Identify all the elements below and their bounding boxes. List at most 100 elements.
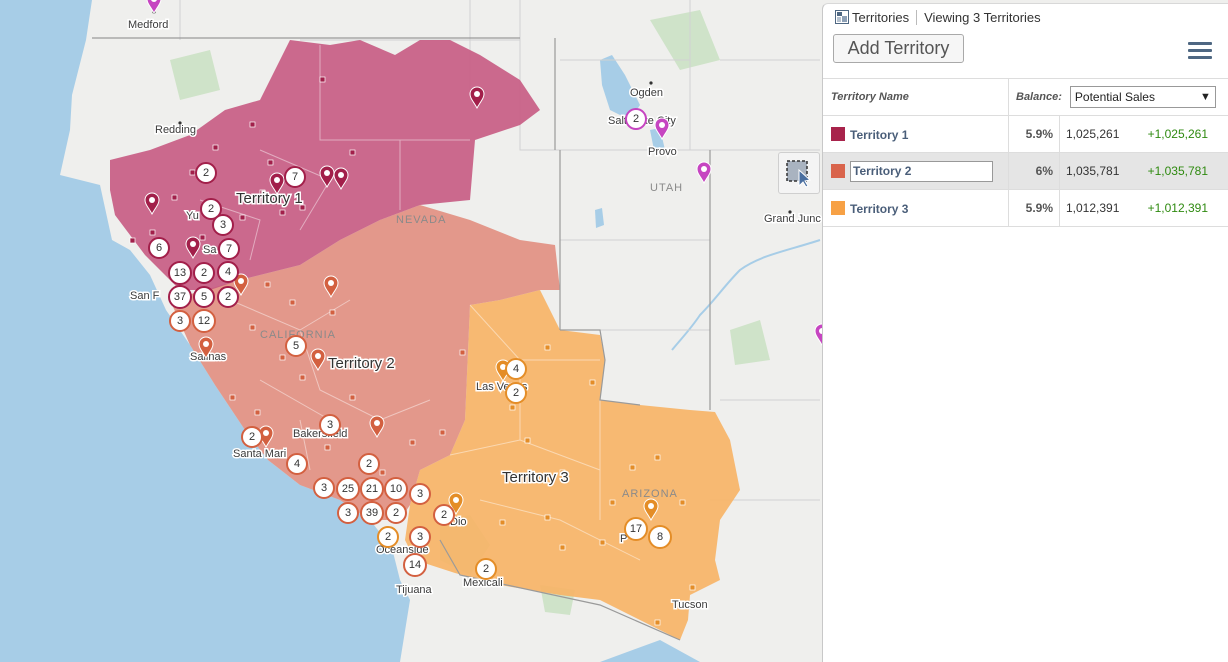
- cluster-marker: [217, 286, 239, 308]
- river: [671, 239, 821, 351]
- cluster-marker: [475, 558, 497, 580]
- cluster-marker: [377, 526, 399, 548]
- cluster-marker: [169, 310, 191, 332]
- cluster-marker: [409, 526, 431, 548]
- territory-name-edit-field[interactable]: Territory 2: [850, 160, 993, 182]
- cluster-marker: [313, 477, 335, 499]
- cluster-count: 3: [417, 531, 423, 543]
- cluster-count: 17: [630, 523, 642, 535]
- territory-color-swatch[interactable]: [831, 164, 845, 178]
- territories-table: Territory Name Balance: Potential Sales …: [823, 78, 1228, 227]
- clusters-territory-3[interactable]: 4 2 2 2 17 8: [377, 358, 672, 580]
- cluster-count: 14: [409, 559, 421, 571]
- city-label: Medford: [128, 19, 168, 31]
- city-label: San F: [130, 290, 160, 302]
- territory-value: 1,025,261: [1066, 127, 1120, 141]
- city-label: Grand Junc: [764, 213, 821, 225]
- map-ocean: [0, 0, 410, 662]
- cluster-count: 6: [156, 242, 162, 254]
- territory-name[interactable]: Territory 3: [850, 201, 909, 216]
- add-territory-button[interactable]: Add Territory: [833, 34, 964, 63]
- cluster-marker: [336, 477, 360, 501]
- city-label: P: [620, 533, 627, 545]
- location-markers-territory-3[interactable]: [499, 344, 696, 626]
- clusters-territory-2[interactable]: 3 12 5 3 2 4 2 3 25 21 10 3 39 2 3 2 3 1…: [169, 309, 455, 577]
- cluster-count: 3: [327, 419, 333, 431]
- cluster-marker: [195, 162, 217, 184]
- lasso-select-tool-button[interactable]: [778, 152, 820, 194]
- cluster-marker: [192, 309, 216, 333]
- territory-color-swatch[interactable]: [831, 201, 845, 216]
- city-label: Mexicali: [463, 577, 503, 589]
- clusters-territory-1[interactable]: 2 7 2 3 6 7 13 2 4 37 5 2: [148, 162, 306, 309]
- panel-header: Territories Viewing 3 Territories: [823, 4, 1228, 30]
- territory-color-swatch[interactable]: [831, 127, 845, 142]
- gulf-water: [600, 640, 700, 662]
- cluster-count: 21: [366, 483, 378, 495]
- cluster-marker: [319, 414, 341, 436]
- header-divider: [916, 9, 918, 25]
- cluster-count: 4: [513, 363, 519, 375]
- table-row[interactable]: Territory 3 5.9% 1,012,391 +1,012,391: [823, 189, 1228, 227]
- territory-percent: 5.9%: [1008, 115, 1060, 153]
- cluster-count: 10: [390, 483, 402, 495]
- cluster-marker: [168, 285, 192, 309]
- cluster-marker: [648, 525, 672, 549]
- territories-icon: [835, 10, 849, 24]
- cluster-marker: [624, 517, 648, 541]
- cluster-count: 3: [177, 315, 183, 327]
- cluster-marker: [409, 483, 431, 505]
- cluster-count: 2: [249, 431, 255, 443]
- territory-2-map-label: Territory 2: [328, 355, 395, 372]
- hamburger-menu-icon[interactable]: [1188, 42, 1212, 60]
- territory-1-map-label: Territory 1: [236, 190, 303, 207]
- territory-3-area[interactable]: [405, 290, 740, 640]
- cluster-marker: [384, 477, 408, 501]
- balance-metric-select[interactable]: Potential Sales ▼: [1069, 86, 1216, 108]
- state-borders: [92, 37, 711, 641]
- city-label: Tucson: [672, 599, 708, 611]
- cluster-count: 2: [633, 113, 639, 125]
- cluster-marker: [433, 504, 455, 526]
- cluster-count: 2: [441, 509, 447, 521]
- cluster-marker: [148, 237, 170, 259]
- city-label: Tijuana: [396, 584, 433, 596]
- city-label: Provo: [648, 146, 677, 158]
- cluster-marker: [218, 238, 240, 260]
- territory-value: 1,012,391: [1066, 201, 1120, 215]
- cluster-marker: [286, 453, 308, 475]
- balance-label: Balance:: [1016, 90, 1062, 103]
- cluster-count: 2: [201, 267, 207, 279]
- balance-select-value: Potential Sales: [1074, 90, 1155, 104]
- cluster-marker: [193, 286, 215, 308]
- cluster-marker: [403, 553, 427, 577]
- territory-value: 1,035,781: [1066, 164, 1120, 178]
- territory-3-map-label: Territory 3: [502, 469, 569, 486]
- table-row[interactable]: Territory 2 6% 1,035,781 +1,035,781: [823, 152, 1228, 190]
- territory-percent: 5.9%: [1008, 189, 1060, 227]
- cluster-count: 25: [342, 483, 354, 495]
- cluster-marker: [284, 166, 306, 188]
- territories-panel: Territories Viewing 3 Territories Add Te…: [822, 3, 1228, 662]
- cluster-count: 5: [201, 291, 207, 303]
- cluster-marker: [505, 382, 527, 404]
- cluster-marker: [360, 501, 384, 525]
- clusters-other[interactable]: 2: [625, 108, 647, 130]
- city-label: Santa Mari: [233, 448, 286, 460]
- table-row[interactable]: Territory 1 5.9% 1,025,261 +1,025,261: [823, 115, 1228, 153]
- map-roads: [179, 0, 820, 501]
- cluster-marker: [337, 502, 359, 524]
- territory-name[interactable]: Territory 1: [850, 127, 909, 142]
- cluster-count: 39: [366, 507, 378, 519]
- state-label-nevada: NEVADA: [396, 214, 446, 226]
- territory-diff: +1,025,261: [1147, 127, 1208, 141]
- state-label-california: CALIFORNIA: [260, 329, 336, 341]
- cluster-count: 3: [321, 482, 327, 494]
- city-label: Salinas: [190, 351, 227, 363]
- cluster-count: 8: [657, 531, 663, 543]
- cluster-marker: [212, 214, 234, 236]
- cluster-count: 2: [366, 458, 372, 470]
- cluster-count: 2: [385, 531, 391, 543]
- cluster-marker: [168, 261, 192, 285]
- panel-subtitle: Viewing 3 Territories: [924, 9, 1041, 25]
